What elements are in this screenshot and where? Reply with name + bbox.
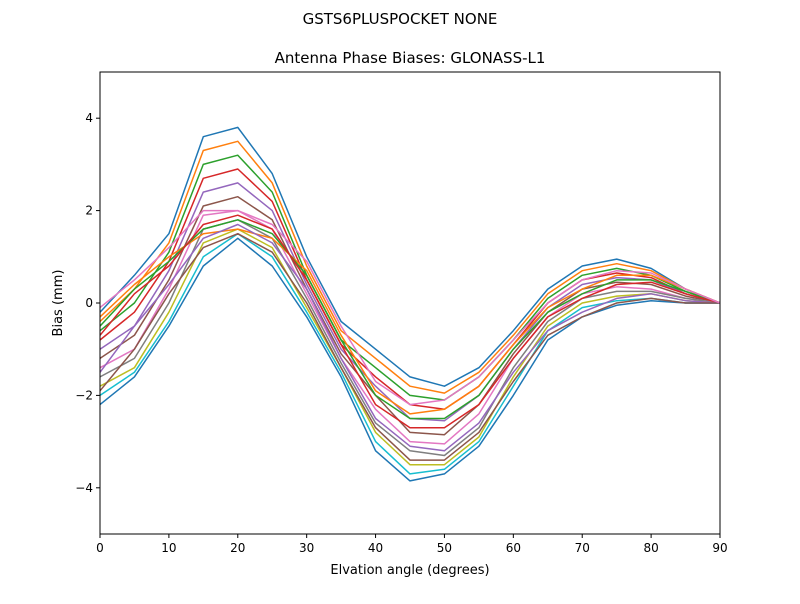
series-line-17 bbox=[99, 209, 721, 406]
series-lines bbox=[99, 126, 721, 482]
x-tick-label: 70 bbox=[575, 541, 590, 555]
x-tick-label: 0 bbox=[96, 541, 104, 555]
series-line-6 bbox=[99, 195, 721, 436]
series-line-3 bbox=[99, 154, 721, 401]
series-line-12 bbox=[99, 228, 721, 415]
x-axis-label: Elvation angle (degrees) bbox=[330, 563, 489, 578]
x-tick-label: 10 bbox=[161, 541, 176, 555]
series-line-16 bbox=[99, 232, 720, 461]
x-tick-label: 20 bbox=[230, 541, 245, 555]
series-line-14 bbox=[99, 214, 721, 429]
y-axis-label: Bias (mm) bbox=[51, 270, 66, 337]
series-line-7 bbox=[99, 209, 721, 445]
series-line-2 bbox=[99, 140, 721, 394]
series-line-4 bbox=[99, 168, 721, 411]
figure-suptitle: GSTS6PLUSPOCKET NONE bbox=[303, 10, 498, 28]
series-line-11 bbox=[99, 237, 720, 482]
x-tick-label: 30 bbox=[299, 541, 314, 555]
y-axis: −4 −2 0 2 4 bbox=[75, 111, 100, 495]
x-tick-label: 80 bbox=[643, 541, 658, 555]
y-tick-label: 4 bbox=[85, 111, 93, 125]
y-tick-label: −4 bbox=[75, 481, 93, 495]
y-tick-label: 2 bbox=[85, 204, 93, 218]
series-line-15 bbox=[99, 223, 721, 452]
x-tick-label: 60 bbox=[506, 541, 521, 555]
series-line-9 bbox=[99, 228, 721, 466]
x-axis: 0 10 20 30 40 50 60 70 80 90 bbox=[96, 534, 728, 555]
chart-title: Antenna Phase Biases: GLONASS-L1 bbox=[275, 49, 546, 67]
series-line-10 bbox=[99, 232, 720, 475]
x-tick-label: 50 bbox=[437, 541, 452, 555]
series-line-8 bbox=[99, 219, 721, 457]
y-tick-label: −2 bbox=[75, 388, 93, 402]
series-line-1 bbox=[99, 126, 721, 387]
series-line-13 bbox=[99, 219, 721, 420]
x-tick-label: 40 bbox=[368, 541, 383, 555]
y-tick-label: 0 bbox=[85, 296, 93, 310]
x-tick-label: 90 bbox=[712, 541, 727, 555]
